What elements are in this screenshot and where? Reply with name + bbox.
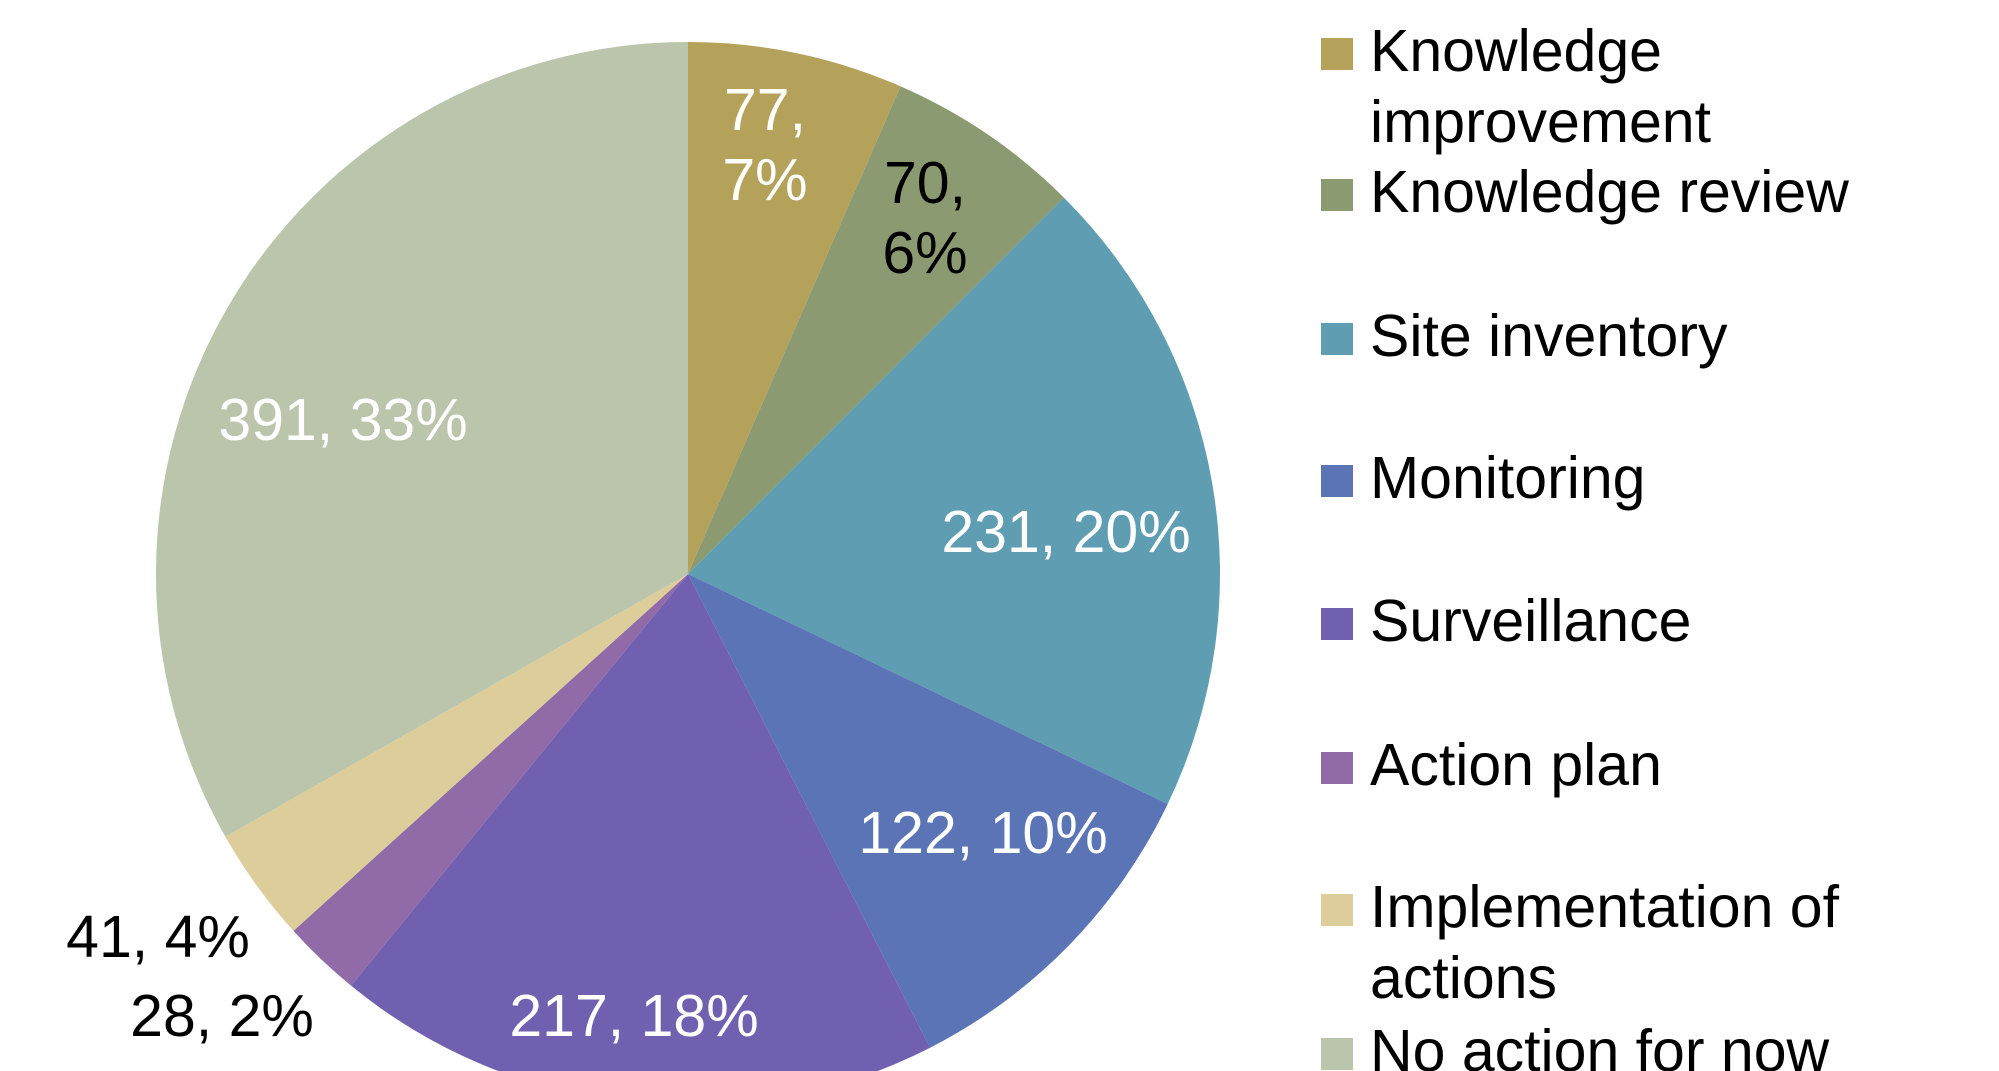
legend-label: Monitoring	[1370, 445, 1646, 511]
pie-slice	[688, 197, 1220, 805]
legend-entry: Knowledge improvement	[1321, 16, 1930, 158]
legend-label: Action plan	[1370, 732, 1662, 798]
data-label: 77, 7%	[722, 77, 808, 213]
legend-swatch	[1321, 179, 1353, 211]
legend-entry: Surveillance	[1321, 586, 1930, 657]
legend-entry: Implementation of actions	[1321, 872, 1930, 1014]
data-label: 70, 6%	[882, 150, 968, 286]
legend-swatch	[1321, 1038, 1353, 1070]
legend-label: Implementation of actions	[1370, 874, 1839, 1011]
legend-label: Knowledge review	[1370, 159, 1849, 225]
legend-entry: Action plan	[1321, 730, 1930, 801]
data-label: 28, 2%	[130, 983, 314, 1049]
pie-slice	[688, 86, 1064, 575]
pie-slice	[293, 574, 688, 986]
legend-swatch	[1321, 323, 1353, 355]
legend-entry: No action for now	[1321, 1016, 1930, 1071]
pie-slice	[688, 574, 1168, 1048]
legend-swatch	[1321, 38, 1353, 70]
data-label: 231, 20%	[941, 499, 1191, 565]
legend-entry: Knowledge review	[1321, 157, 1930, 228]
legend-entry: Site inventory	[1321, 301, 1930, 372]
data-label: 391, 33%	[218, 387, 468, 453]
data-label: 41, 4%	[66, 904, 250, 970]
legend-label: Surveillance	[1370, 588, 1692, 654]
legend-swatch	[1321, 608, 1353, 640]
data-label: 217, 18%	[509, 983, 759, 1049]
legend-swatch	[1321, 752, 1353, 784]
data-label: 122, 10%	[858, 800, 1108, 866]
pie-slice	[351, 574, 931, 1071]
legend-label: No action for now	[1370, 1018, 1830, 1071]
pie-slice	[155, 42, 688, 837]
legend-label: Knowledge improvement	[1370, 18, 1712, 155]
legend-swatch	[1321, 465, 1353, 497]
legend-label: Site inventory	[1370, 303, 1728, 369]
legend-swatch	[1321, 894, 1353, 926]
pie-slice	[688, 42, 901, 574]
pie-slice	[225, 574, 688, 931]
legend-entry: Monitoring	[1321, 443, 1930, 514]
